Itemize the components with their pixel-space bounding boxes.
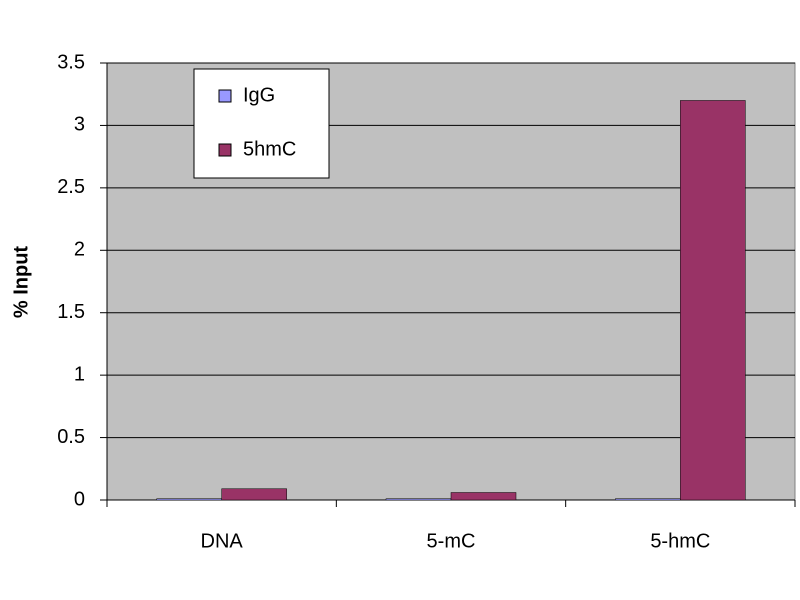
- bar: [680, 100, 746, 501]
- y-tick-label: 2: [74, 239, 85, 261]
- bar: [450, 492, 517, 501]
- y-tick-label: 0.5: [57, 426, 85, 448]
- y-tick-label: 1: [74, 363, 85, 385]
- legend-label: 5hmC: [243, 138, 296, 160]
- y-tick-label: 3.5: [57, 51, 85, 73]
- x-tick-label: 5-mC: [427, 530, 476, 552]
- bar: [156, 498, 222, 501]
- x-tick-label: 5-hmC: [650, 530, 710, 552]
- legend-box: [193, 68, 330, 179]
- y-axis-label: % Input: [10, 246, 32, 319]
- legend-swatch: [218, 143, 232, 157]
- bar: [385, 498, 452, 501]
- legend-label: IgG: [243, 84, 275, 106]
- bar: [221, 488, 287, 501]
- x-tick-label: DNA: [201, 530, 244, 552]
- legend-swatch: [218, 89, 232, 103]
- y-tick-label: 2.5: [57, 176, 85, 198]
- y-tick-label: 0: [74, 488, 85, 510]
- y-tick-label: 3: [74, 114, 85, 136]
- bar: [615, 498, 681, 501]
- y-tick-label: 1.5: [57, 301, 85, 323]
